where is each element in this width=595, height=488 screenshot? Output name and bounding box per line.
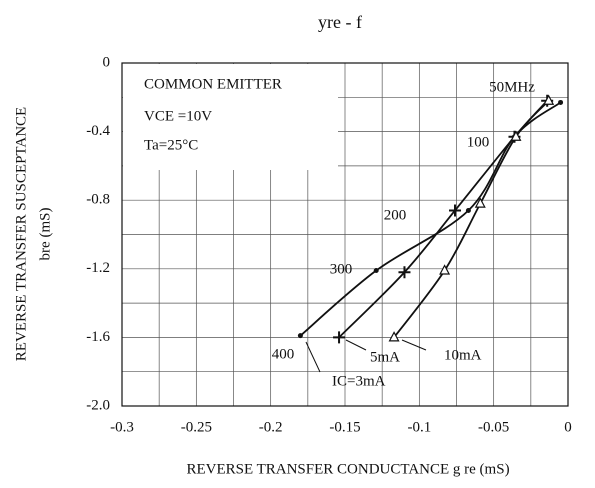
x-axis-label: REVERSE TRANSFER CONDUCTANCE g re (mS)	[186, 461, 509, 477]
x-tick-label: -0.1	[407, 419, 431, 435]
chart-title: yre - f	[318, 12, 362, 32]
x-tick-label: -0.25	[181, 419, 212, 435]
legend-label: 10mA	[444, 347, 482, 363]
x-tick-label: 0	[564, 419, 572, 435]
marker	[449, 204, 462, 217]
frequency-label: 100	[467, 134, 490, 150]
frequency-label: 400	[272, 346, 295, 362]
legend-label: IC=3mA	[332, 373, 386, 389]
frequency-label: 300	[330, 261, 353, 277]
y-tick-label: -1.6	[86, 329, 110, 345]
marker	[398, 266, 411, 279]
y-tick-label: -0.4	[86, 123, 110, 139]
marker	[558, 99, 564, 105]
legend-leader	[345, 339, 367, 351]
marker	[373, 268, 379, 274]
series-line	[299, 101, 562, 337]
plot-frame	[121, 62, 569, 407]
annotation-box	[123, 64, 338, 170]
y-tick-label: 0	[103, 54, 111, 70]
y-tick-label: -0.8	[86, 192, 110, 208]
marker	[333, 331, 346, 344]
marker	[510, 130, 522, 141]
legend-label: 5mA	[370, 349, 400, 365]
marker	[297, 333, 303, 339]
frequency-label: 200	[384, 207, 407, 223]
marker	[439, 264, 451, 275]
legend-leader	[401, 339, 427, 351]
marker	[474, 197, 486, 208]
x-tick-label: -0.15	[329, 419, 360, 435]
marker	[543, 94, 555, 105]
legend-leader	[305, 341, 321, 373]
annotation: Ta=25°C	[144, 137, 198, 153]
x-tick-label: -0.3	[110, 419, 134, 435]
marker	[388, 331, 400, 342]
annotation: VCE =10V	[144, 108, 212, 124]
annotation: COMMON EMITTER	[144, 76, 282, 92]
y-tick-label: -2.0	[86, 397, 110, 413]
y-axis-label: REVERSE TRANSFER SUSCEPTANCE	[13, 107, 29, 361]
frequency-label: 50MHz	[489, 79, 535, 95]
marker	[465, 207, 471, 213]
x-tick-label: -0.05	[478, 419, 509, 435]
x-tick-label: -0.2	[259, 419, 283, 435]
y-axis-label-unit: bre (mS)	[37, 208, 53, 261]
y-tick-label: -1.2	[86, 260, 110, 276]
